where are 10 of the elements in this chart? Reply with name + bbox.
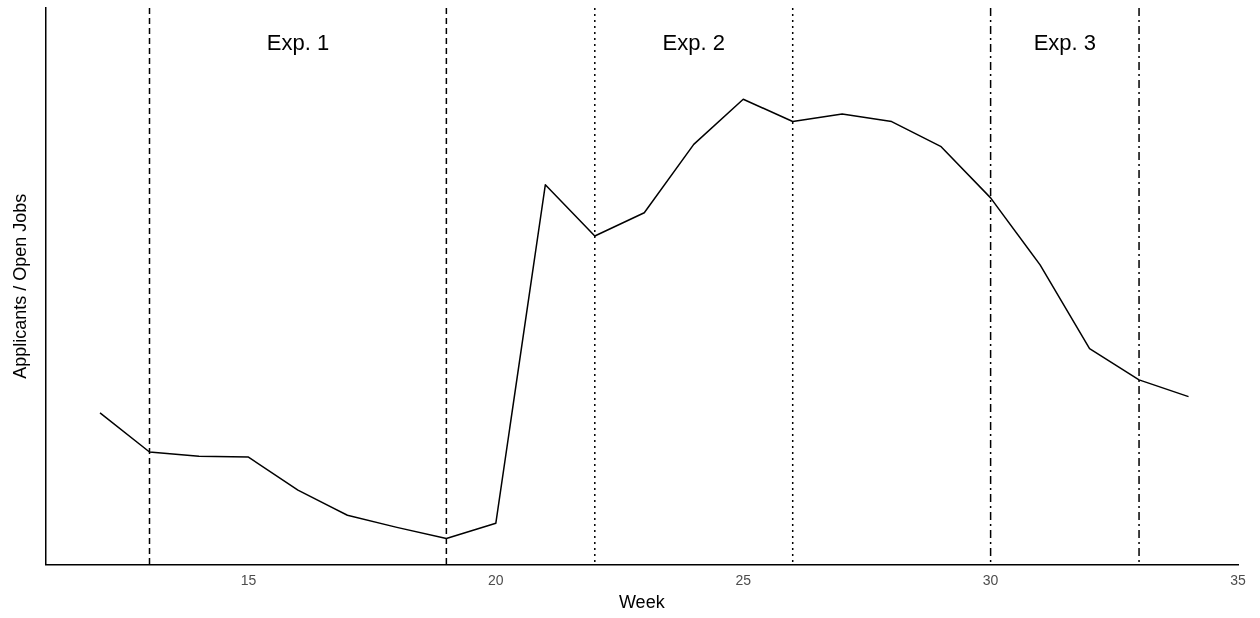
- text: Exp. 3: [1033, 30, 1097, 56]
- x-tick-label: 15: [240, 571, 257, 588]
- x-tick-label: 30: [982, 571, 999, 588]
- y-axis-title: Applicants / Open Jobs: [9, 193, 30, 379]
- x-tick-label: 25: [735, 571, 752, 588]
- text: Exp. 1: [266, 30, 330, 56]
- x-tick-label: 35: [1230, 571, 1246, 588]
- x-tick-label: 20: [488, 571, 504, 588]
- x-axis-title: Week: [618, 592, 666, 613]
- text: Exp. 2: [662, 30, 725, 56]
